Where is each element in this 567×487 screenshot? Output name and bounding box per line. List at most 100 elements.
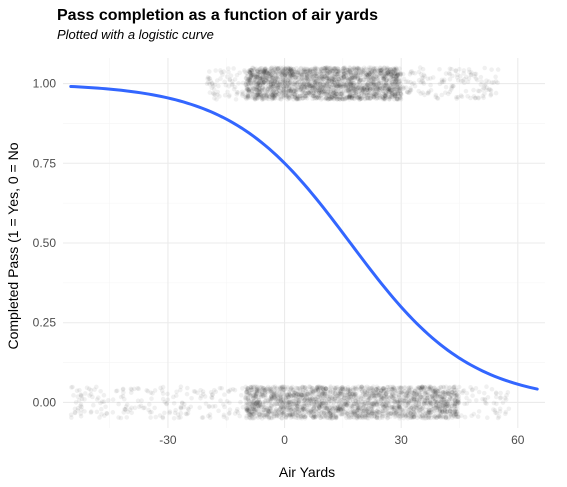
scatter-point — [206, 69, 212, 74]
scatter-point — [308, 69, 314, 74]
scatter-point — [367, 84, 373, 90]
scatter-point — [327, 70, 332, 75]
scatter-point — [298, 86, 304, 92]
scatter-point — [264, 96, 270, 101]
scatter-point — [198, 395, 203, 401]
scatter-point — [338, 94, 343, 100]
scatter-point — [213, 68, 218, 73]
scatter-point — [304, 93, 310, 99]
scatter-point — [336, 91, 342, 96]
scatter-point — [472, 74, 477, 79]
scatter-point — [323, 404, 329, 409]
scatter-point — [419, 413, 425, 418]
scatter-point — [328, 385, 333, 391]
scatter-point — [235, 406, 240, 412]
scatter-point — [142, 405, 147, 411]
scatter-point — [384, 87, 390, 92]
scatter-point — [278, 96, 283, 101]
scatter-point — [343, 401, 348, 406]
scatter-point — [289, 401, 295, 406]
scatter-point — [335, 72, 340, 78]
scatter-point — [476, 389, 482, 395]
scatter-point — [152, 388, 158, 393]
scatter-point — [361, 85, 367, 91]
scatter-point — [433, 94, 439, 100]
scatter-point — [245, 92, 251, 98]
scatter-point — [280, 77, 286, 82]
scatter-point — [497, 406, 503, 412]
scatter-point — [482, 65, 488, 71]
scatter-point — [373, 83, 378, 88]
scatter-point — [254, 96, 260, 101]
scatter-point — [260, 71, 266, 77]
scatter-point — [227, 77, 233, 83]
scatter-point — [390, 92, 395, 98]
scatter-point — [271, 88, 276, 93]
scatter-point — [253, 89, 258, 95]
scatter-point — [341, 97, 347, 102]
scatter-point — [283, 87, 289, 93]
scatter-point — [135, 398, 141, 404]
scatter-point — [347, 76, 353, 81]
scatter-point — [247, 95, 253, 100]
scatter-point — [289, 86, 295, 91]
scatter-point — [247, 77, 253, 83]
scatter-point — [353, 70, 359, 76]
scatter-point — [447, 71, 453, 77]
scatter-point — [445, 400, 451, 405]
scatter-point — [273, 77, 278, 82]
scatter-point — [388, 67, 394, 73]
scatter-point — [328, 91, 333, 97]
scatter-point — [222, 392, 227, 397]
scatter-point — [378, 67, 383, 73]
scatter-point — [386, 69, 391, 74]
scatter-point — [347, 89, 352, 94]
scatter-point — [319, 89, 324, 95]
scatter-point — [243, 395, 249, 401]
scatter-point — [371, 79, 376, 84]
scatter-point — [371, 68, 377, 73]
scatter-point — [364, 86, 370, 92]
scatter-point — [270, 93, 276, 98]
y-axis-title: Completed Pass (1 = Yes, 0 = No — [5, 142, 21, 349]
scatter-point — [341, 70, 347, 76]
scatter-point — [418, 404, 423, 410]
scatter-point — [255, 92, 261, 98]
scatter-point — [331, 83, 337, 89]
scatter-point — [482, 396, 487, 402]
scatter-point — [300, 406, 306, 411]
scatter-point — [346, 69, 352, 75]
scatter-point — [282, 384, 287, 390]
scatter-point — [334, 414, 339, 419]
scatter-point — [358, 72, 364, 77]
scatter-point — [375, 95, 381, 101]
scatter-point — [281, 86, 287, 92]
scatter-point — [260, 410, 265, 415]
scatter-point — [397, 410, 402, 416]
scatter-point — [332, 404, 337, 410]
scatter-point — [441, 79, 447, 85]
scatter-point — [327, 69, 333, 75]
scatter-point — [322, 70, 327, 75]
x-axis-title: Air Yards — [279, 464, 335, 480]
scatter-point — [334, 72, 339, 77]
scatter-point — [331, 74, 337, 79]
scatter-point — [372, 90, 378, 95]
scatter-point — [394, 66, 399, 72]
scatter-point — [392, 414, 398, 420]
scatter-point — [352, 86, 357, 92]
scatter-point — [269, 92, 274, 97]
scatter-point — [159, 388, 165, 393]
scatter-point — [316, 95, 321, 101]
scatter-point — [393, 91, 399, 96]
scatter-point — [335, 79, 340, 84]
scatter-point — [293, 95, 299, 101]
scatter-point — [369, 83, 374, 88]
scatter-point — [79, 393, 84, 399]
scatter-point — [377, 85, 383, 91]
scatter-point — [243, 82, 249, 87]
scatter-point — [288, 88, 293, 94]
scatter-point — [271, 83, 276, 89]
scatter-point — [403, 414, 409, 419]
scatter-point — [110, 410, 116, 415]
